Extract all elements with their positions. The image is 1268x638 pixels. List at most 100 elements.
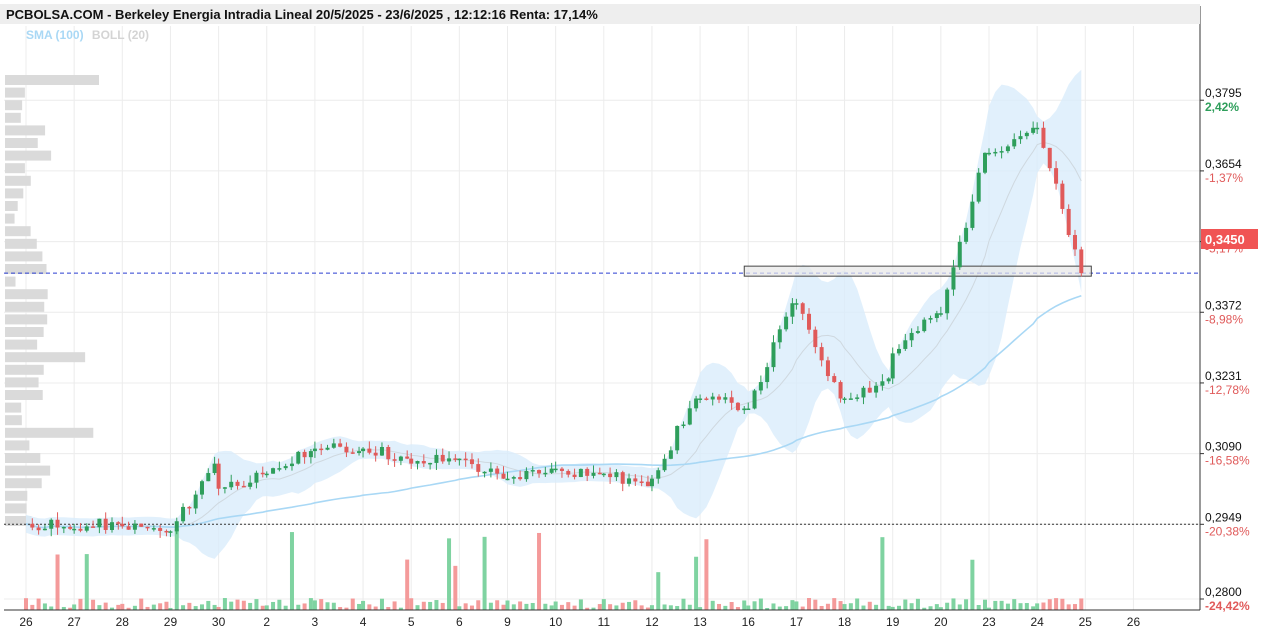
volume-bar — [915, 598, 920, 610]
candle-body — [608, 473, 613, 478]
candle-body — [289, 463, 294, 467]
candle-body — [216, 463, 221, 489]
candle-body — [501, 473, 506, 479]
y-tick-price: 0,3090 — [1205, 440, 1242, 454]
volume-bar — [938, 607, 943, 610]
volume-bar — [409, 598, 414, 610]
volume-bar — [1018, 603, 1023, 610]
y-tick-price: 0,2800 — [1205, 585, 1242, 599]
volume-bar — [241, 600, 246, 610]
volume-profile-bar — [5, 339, 38, 350]
volume-profile-bar — [5, 377, 39, 388]
candle-body — [758, 382, 763, 391]
volume-bar — [495, 600, 500, 610]
volume-bar — [338, 607, 343, 610]
candle-body — [463, 458, 468, 461]
candle-body — [1079, 249, 1084, 274]
candle-body — [30, 523, 35, 528]
candle-body — [915, 331, 920, 333]
volume-profile-bar — [5, 516, 32, 526]
candle-body — [72, 528, 77, 531]
volume-bar — [662, 604, 667, 610]
volume-profile-bar — [5, 213, 15, 224]
volume-bar — [421, 601, 426, 610]
y-tick-percent: -16,58% — [1205, 454, 1250, 468]
volume-profile-bar — [5, 163, 25, 174]
volume-bar — [983, 599, 987, 610]
volume-bar — [668, 605, 673, 610]
volume-bar — [867, 601, 872, 610]
volume-bar — [132, 605, 137, 610]
x-tick-label: 9 — [504, 615, 511, 629]
volume-bar — [890, 606, 895, 610]
volume-profile-bar — [5, 301, 45, 312]
candle-body — [790, 303, 795, 317]
volume-bar — [193, 606, 198, 610]
candle-body — [867, 387, 872, 393]
candle-body — [357, 451, 362, 454]
volume-profile-bar — [5, 415, 22, 426]
candle-body — [723, 397, 728, 400]
volume-bar — [765, 607, 770, 610]
volume-bar — [151, 604, 156, 610]
volume-profile-bar — [5, 465, 51, 476]
volume-bar — [103, 602, 108, 610]
volume-bar — [645, 607, 650, 610]
y-tick-percent: -20,38% — [1205, 524, 1250, 538]
volume-bar — [505, 600, 510, 610]
volume-bar — [717, 603, 722, 610]
volume-profile-bar — [5, 440, 30, 451]
candle-body — [543, 472, 548, 475]
volume-bar — [271, 601, 276, 610]
volume-bar — [109, 607, 114, 610]
volume-bar — [476, 600, 481, 610]
volume-bar — [260, 605, 265, 610]
candle-body — [428, 462, 433, 465]
candle-body — [614, 472, 619, 478]
x-tick-label: 11 — [598, 615, 611, 629]
volume-bar — [386, 607, 391, 610]
candle-body — [319, 448, 324, 451]
candle-body — [880, 381, 885, 386]
volume-bar — [752, 601, 757, 610]
volume-bar — [68, 607, 73, 610]
candle-body — [283, 466, 288, 469]
volume-profile-bar — [5, 352, 86, 363]
volume-bar — [825, 603, 830, 610]
candle-body — [55, 519, 60, 528]
candle-body — [174, 521, 179, 532]
candle-body — [187, 506, 192, 509]
volume-bar — [120, 603, 125, 610]
candle-body — [1072, 235, 1077, 250]
candle-body — [453, 458, 458, 460]
candle-body — [241, 485, 246, 488]
volume-bar — [1035, 603, 1040, 610]
candle-body — [212, 463, 217, 474]
candle-body — [934, 313, 939, 319]
candle-body — [308, 451, 313, 458]
volume-profile-bar — [5, 264, 47, 274]
candle-body — [999, 151, 1004, 153]
volume-bar — [379, 598, 384, 610]
last-price-label: 0,3450 — [1205, 232, 1245, 247]
volume-bar — [543, 603, 548, 610]
candle-body — [656, 470, 661, 479]
x-tick-label: 16 — [742, 615, 756, 629]
volume-bar — [842, 604, 847, 610]
candle-body — [361, 448, 366, 452]
y-tick-percent: -1,37% — [1205, 171, 1243, 185]
candle-body — [559, 468, 564, 471]
candle-body — [855, 397, 860, 399]
volume-bar — [698, 607, 703, 610]
volume-bar — [656, 572, 661, 610]
volume-bar — [614, 605, 619, 610]
candle-body — [434, 454, 439, 463]
volume-bar — [608, 604, 613, 610]
candle-body — [469, 459, 474, 465]
candle-body — [771, 342, 776, 368]
candle-body — [42, 528, 47, 531]
volume-bar — [537, 532, 542, 610]
candle-body — [373, 452, 378, 456]
volume-bar — [398, 607, 403, 610]
candle-body — [649, 478, 654, 487]
